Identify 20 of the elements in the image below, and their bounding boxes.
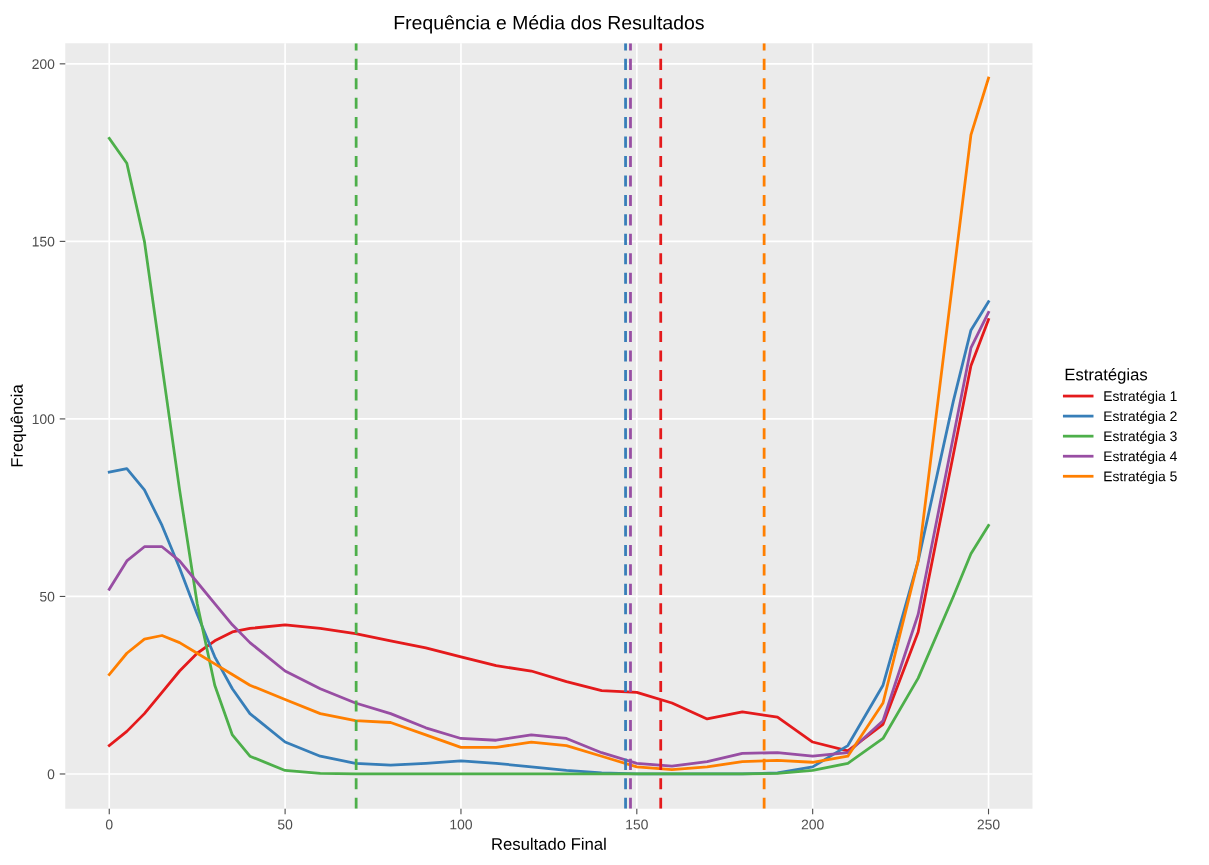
- y-tick-label: 50: [39, 591, 55, 602]
- legend-label: Estratégia 1: [1104, 390, 1177, 404]
- legend-label: Estratégia 5: [1104, 470, 1177, 485]
- legend-label: Estratégia 2: [1104, 410, 1177, 424]
- legend-label: Estratégia 3: [1104, 430, 1177, 444]
- legend-title: Estratégias: [1065, 368, 1148, 384]
- y-tick-label: 150: [32, 236, 55, 247]
- x-tick-label: 0: [105, 819, 113, 830]
- x-tick-label: 100: [450, 819, 472, 830]
- legend-label: Estratégia 4: [1104, 450, 1177, 464]
- y-tick-label: 100: [32, 414, 55, 425]
- x-tick-label: 250: [977, 819, 1000, 830]
- y-axis-title: Frequência: [10, 384, 27, 467]
- y-tick-label: 200: [32, 59, 55, 70]
- x-tick-label: 150: [626, 819, 648, 830]
- chart-title: Frequência e Média dos Resultados: [394, 15, 704, 34]
- y-tick-label: 0: [47, 769, 55, 780]
- x-tick-label: 200: [801, 819, 824, 830]
- x-axis-title: Resultado Final: [492, 837, 606, 850]
- x-tick-label: 50: [277, 819, 293, 830]
